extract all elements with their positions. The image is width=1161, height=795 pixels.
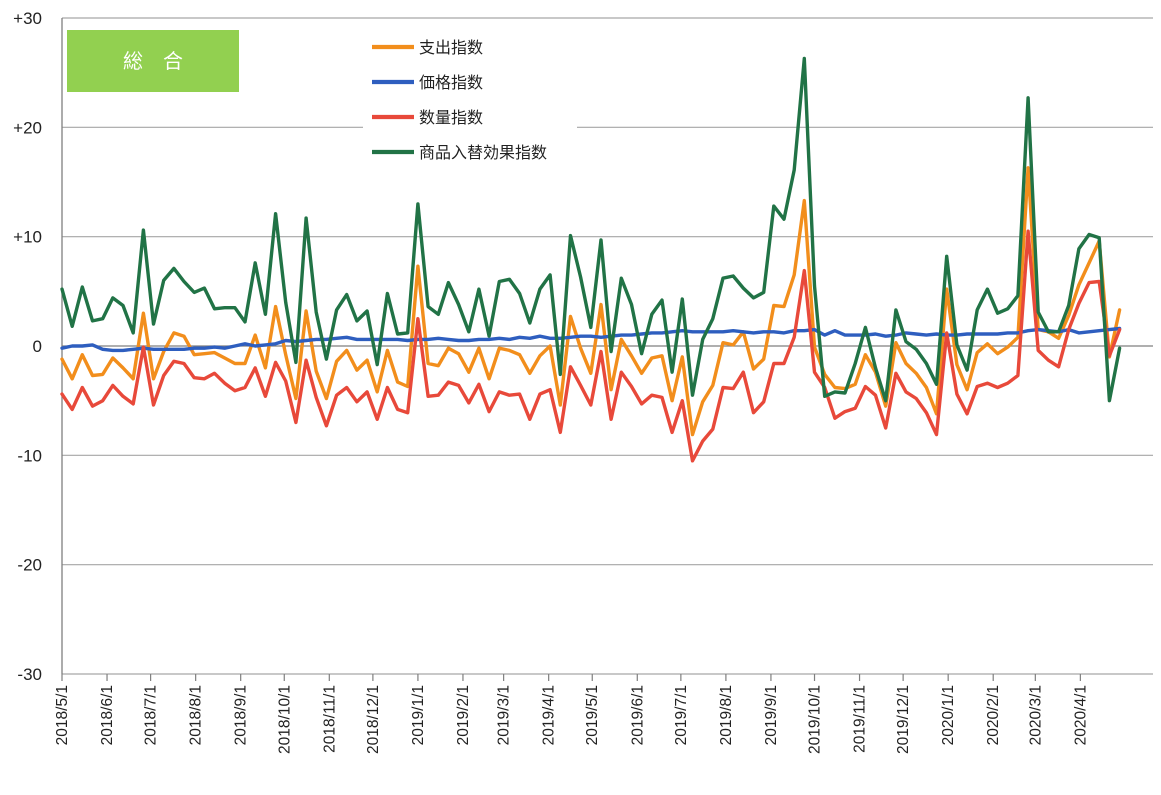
series-line-1 xyxy=(60,166,1122,437)
x-tick-label: 2019/5/1 xyxy=(584,685,601,745)
x-tick-label: 2018/8/1 xyxy=(188,685,205,745)
y-tick-label: +20 xyxy=(13,118,42,137)
y-tick-label: 0 xyxy=(33,337,42,356)
x-tick-label: 2018/5/1 xyxy=(54,685,71,745)
y-tick-label: -20 xyxy=(17,556,42,575)
y-tick-label: +30 xyxy=(13,9,42,28)
x-tick-label: 2018/7/1 xyxy=(143,685,160,745)
x-tick-label: 2019/8/1 xyxy=(718,685,735,745)
series-line-4 xyxy=(60,56,1122,403)
x-tick-label: 2018/6/1 xyxy=(99,685,116,745)
y-tick-label: -10 xyxy=(17,446,42,465)
x-tick-label: 2018/12/1 xyxy=(365,685,382,754)
gridlines xyxy=(62,17,1153,675)
badge-label: 総 合 xyxy=(123,49,183,73)
y-tick-label: +10 xyxy=(13,228,42,247)
x-tick-label: 2018/11/1 xyxy=(321,685,338,753)
y-tick-label: -30 xyxy=(17,665,42,684)
legend-label: 支出指数 xyxy=(419,38,483,57)
series-line-2 xyxy=(60,326,1122,353)
legend-label: 数量指数 xyxy=(419,108,483,127)
x-axis-ticks: 2018/5/1 2018/6/1 2018/7/1 2018/8/1 2018/9/1… xyxy=(54,674,1089,754)
y-axis-ticks: +30 +20 +10 0 -10 -20 -30 xyxy=(13,9,42,684)
x-tick-label: 2019/12/1 xyxy=(895,685,912,754)
series-line-3 xyxy=(60,229,1122,463)
series-group xyxy=(60,56,1122,463)
x-tick-label: 2019/10/1 xyxy=(807,685,824,754)
x-tick-label: 2019/6/1 xyxy=(629,685,646,745)
x-tick-label: 2019/11/1 xyxy=(852,685,869,753)
x-tick-label: 2019/1/1 xyxy=(410,685,427,745)
x-tick-label: 2019/4/1 xyxy=(541,685,558,745)
x-tick-label: 2020/1/1 xyxy=(940,685,957,745)
x-tick-label: 2019/3/1 xyxy=(496,685,513,745)
x-tick-label: 2019/7/1 xyxy=(673,685,690,745)
badge-background xyxy=(67,30,239,92)
x-tick-label: 2018/9/1 xyxy=(233,685,250,745)
x-tick-label: 2020/2/1 xyxy=(985,685,1002,745)
legend-label: 商品入替効果指数 xyxy=(419,143,547,162)
legend-label: 価格指数 xyxy=(419,73,483,92)
badge: 総 合 xyxy=(67,30,239,92)
x-tick-label: 2018/10/1 xyxy=(276,685,293,754)
x-tick-label: 2019/2/1 xyxy=(455,685,472,745)
x-tick-label: 2020/3/1 xyxy=(1027,685,1044,745)
x-tick-label: 2020/4/1 xyxy=(1072,685,1089,745)
x-tick-label: 2019/9/1 xyxy=(763,685,780,745)
